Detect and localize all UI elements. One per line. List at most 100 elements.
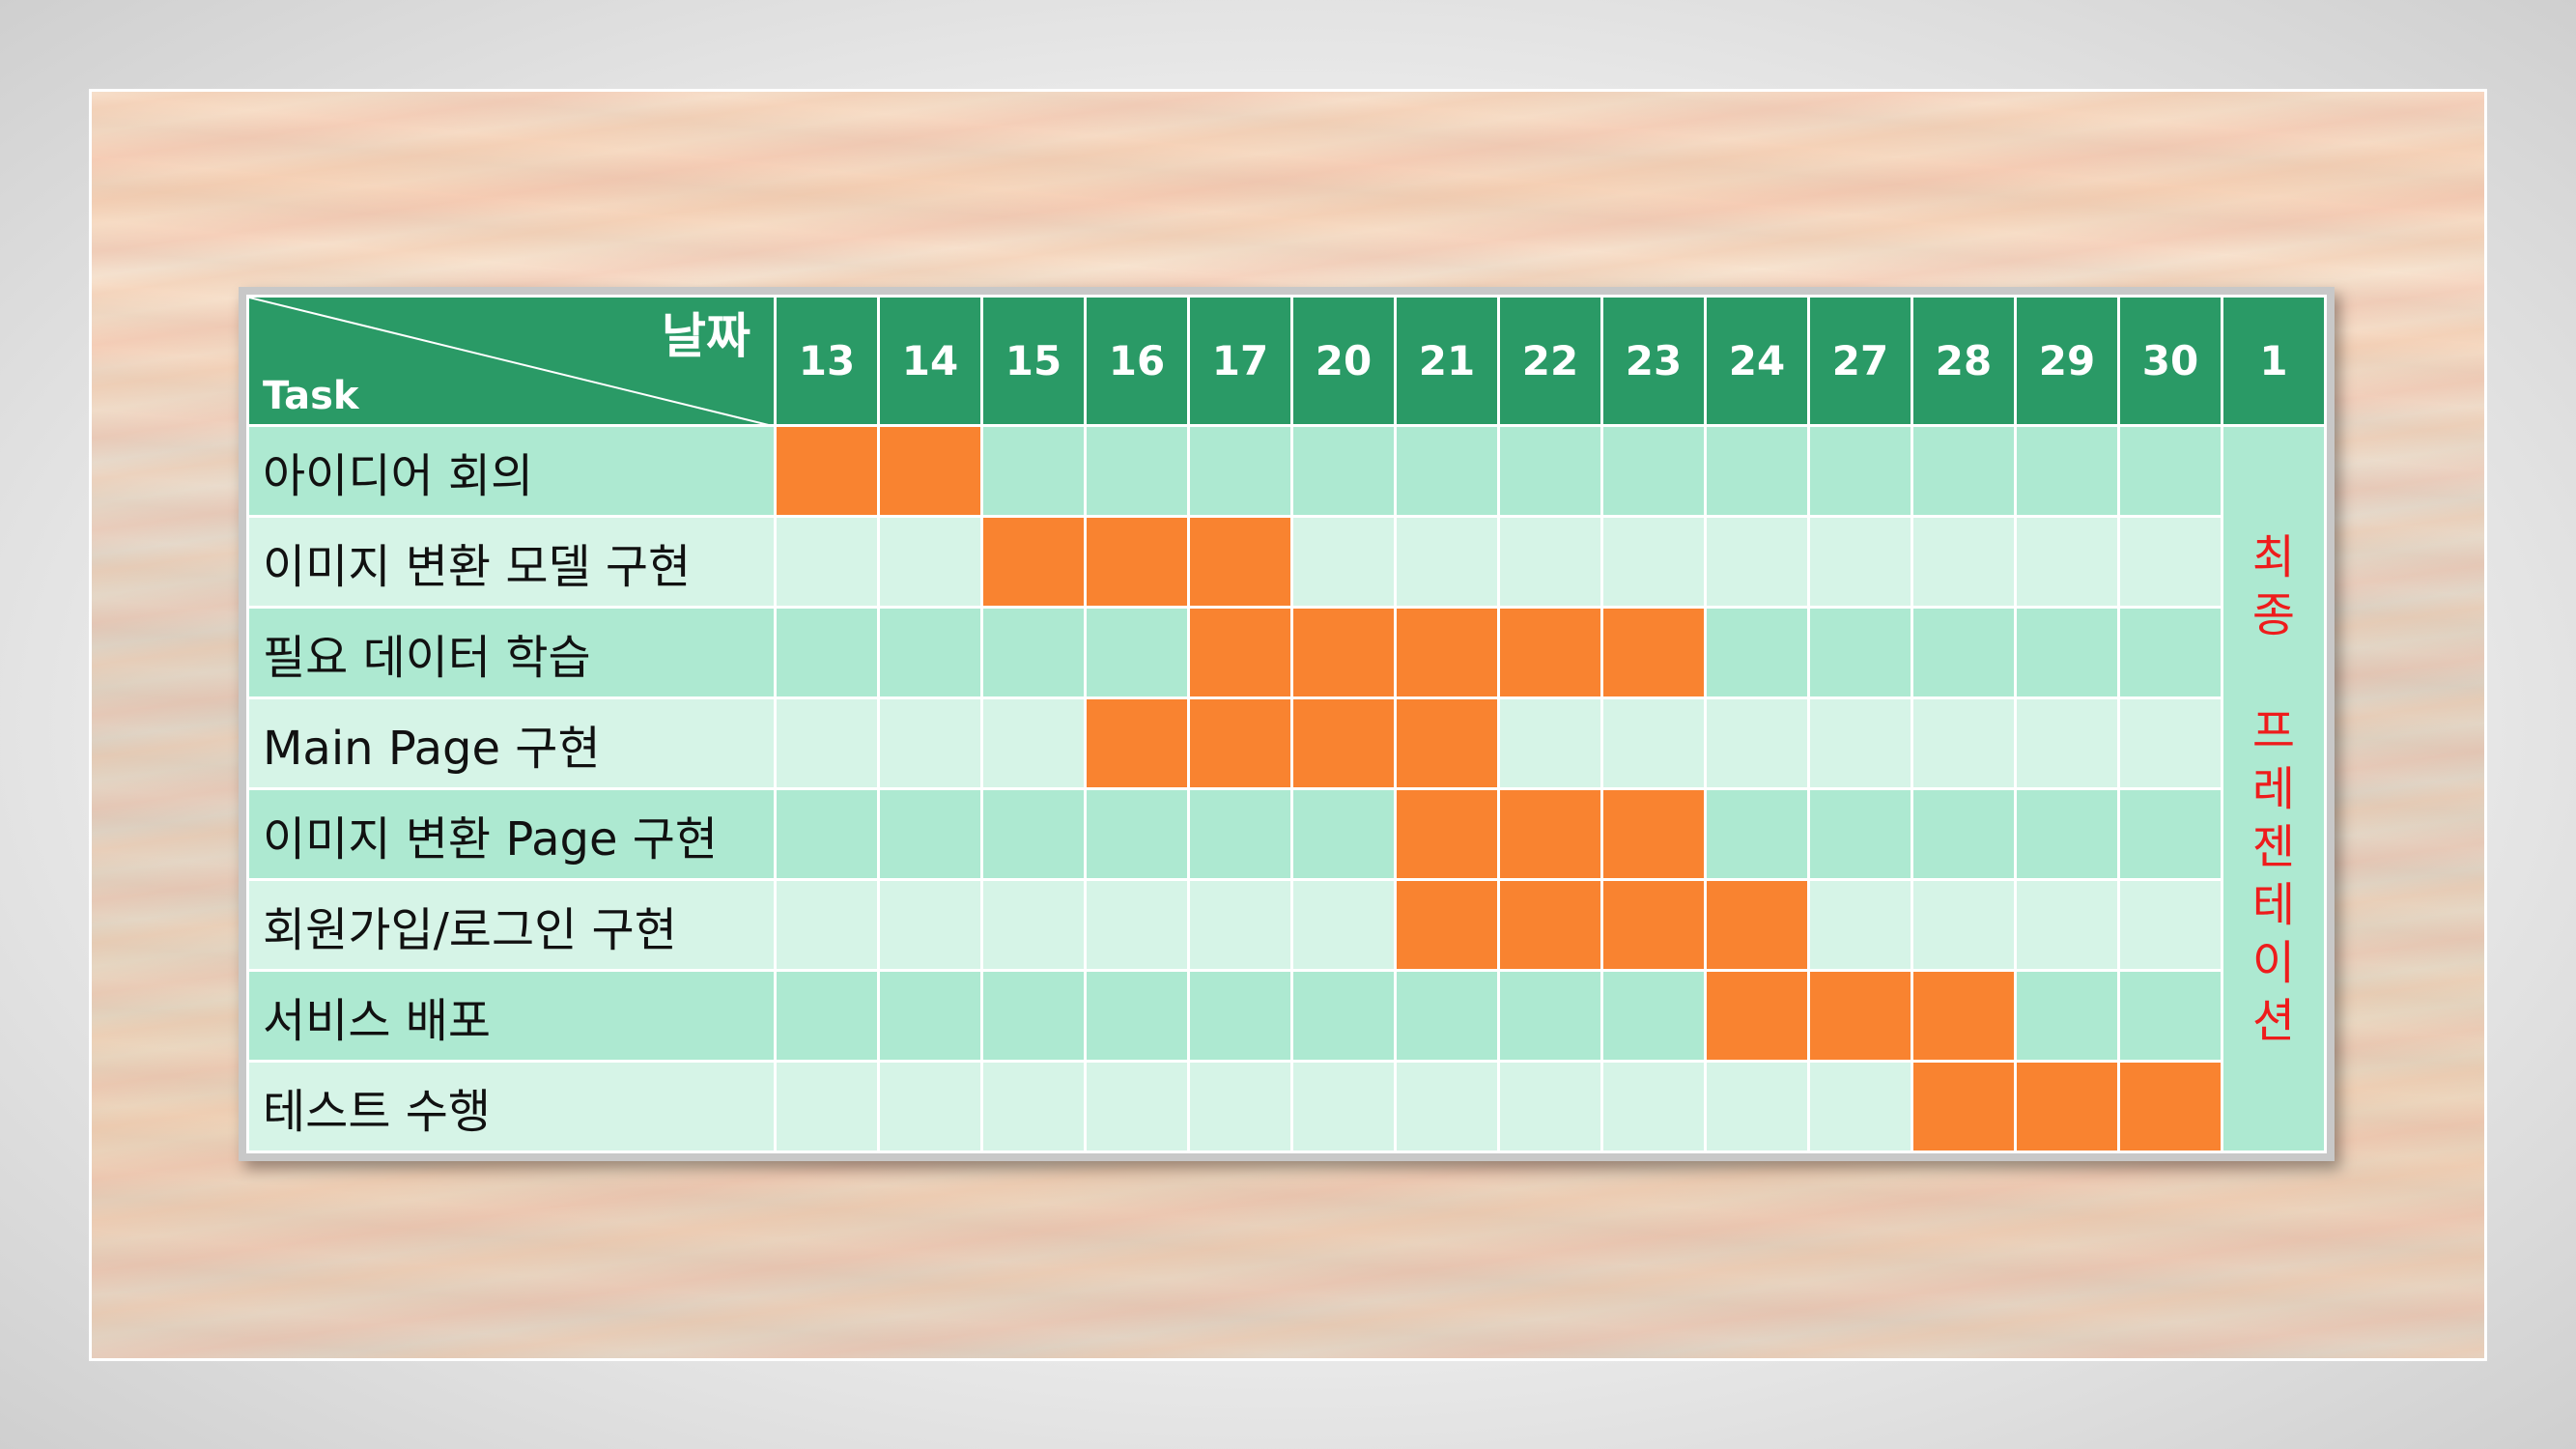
schedule-bar-cell	[1807, 969, 1913, 1063]
schedule-empty-cell	[1807, 515, 1913, 609]
task-row: 이미지 변환 모델 구현	[246, 515, 2326, 609]
schedule-empty-cell	[980, 424, 1087, 518]
final-presentation-cell: 최종 프레젠테이션	[2221, 424, 2327, 1153]
schedule-bar-cell	[1600, 878, 1707, 972]
schedule-empty-cell	[980, 969, 1087, 1063]
schedule-empty-cell	[1084, 878, 1190, 972]
schedule-empty-cell	[1394, 1060, 1500, 1153]
schedule-empty-cell	[1704, 696, 1810, 790]
date-header-30: 30	[2117, 295, 2223, 427]
date-header-17: 17	[1187, 295, 1293, 427]
final-label-line1: 최종	[2251, 529, 2296, 642]
schedule-empty-cell	[2014, 606, 2120, 699]
schedule-empty-cell	[877, 696, 983, 790]
schedule-empty-cell	[877, 1060, 983, 1153]
schedule-empty-cell	[1807, 606, 1913, 699]
schedule-empty-cell	[2014, 969, 2120, 1063]
schedule-empty-cell	[1394, 424, 1500, 518]
schedule-empty-cell	[1084, 787, 1190, 881]
schedule-empty-cell	[774, 515, 880, 609]
schedule-empty-cell	[877, 969, 983, 1063]
task-row: 테스트 수행	[246, 1060, 2326, 1153]
schedule-empty-cell	[1600, 1060, 1707, 1153]
schedule-bar-cell	[1394, 606, 1500, 699]
schedule-empty-cell	[2117, 787, 2223, 881]
schedule-empty-cell	[1807, 1060, 1913, 1153]
schedule-empty-cell	[1807, 696, 1913, 790]
schedule-empty-cell	[877, 606, 983, 699]
schedule-empty-cell	[877, 515, 983, 609]
schedule-empty-cell	[877, 787, 983, 881]
schedule-empty-cell	[774, 878, 880, 972]
schedule-empty-cell	[1704, 606, 1810, 699]
schedule-empty-cell	[980, 787, 1087, 881]
schedule-empty-cell	[1187, 1060, 1293, 1153]
schedule-bar-cell	[980, 515, 1087, 609]
corner-diagonal	[249, 298, 777, 427]
date-header-28: 28	[1911, 295, 2017, 427]
date-axis-label: 날짜	[662, 308, 750, 364]
task-name: Main Page 구현	[246, 696, 777, 790]
schedule-empty-cell	[980, 606, 1087, 699]
schedule-empty-cell	[1911, 515, 2017, 609]
date-header-15: 15	[980, 295, 1087, 427]
schedule-empty-cell	[1704, 515, 1810, 609]
schedule-empty-cell	[2117, 424, 2223, 518]
task-row: 필요 데이터 학습	[246, 606, 2326, 699]
schedule-bar-cell	[1394, 696, 1500, 790]
schedule-empty-cell	[1084, 969, 1190, 1063]
schedule-empty-cell	[1084, 606, 1190, 699]
schedule-bar-cell	[877, 424, 983, 518]
schedule-bar-cell	[1394, 878, 1500, 972]
schedule-empty-cell	[1704, 1060, 1810, 1153]
schedule-empty-cell	[1497, 696, 1603, 790]
schedule-empty-cell	[2117, 878, 2223, 972]
schedule-empty-cell	[2014, 515, 2120, 609]
schedule-empty-cell	[1290, 787, 1397, 881]
schedule-bar-cell	[1911, 1060, 2017, 1153]
schedule-empty-cell	[1807, 787, 1913, 881]
schedule-bar-cell	[1497, 606, 1603, 699]
task-name: 필요 데이터 학습	[246, 606, 777, 699]
schedule-bar-cell	[1600, 606, 1707, 699]
date-header-22: 22	[1497, 295, 1603, 427]
gantt-body: 아이디어 회의 최종 프레젠테이션 이미지 변환 모델 구현 필요 데이터 학습 Main…	[246, 424, 2327, 1153]
task-name: 서비스 배포	[246, 969, 777, 1063]
schedule-bar-cell	[1084, 515, 1190, 609]
schedule-bar-cell	[774, 424, 880, 518]
date-header-14: 14	[877, 295, 983, 427]
schedule-empty-cell	[1704, 424, 1810, 518]
task-name: 회원가입/로그인 구현	[246, 878, 777, 972]
schedule-bar-cell	[1290, 606, 1397, 699]
task-row: 아이디어 회의 최종 프레젠테이션	[246, 424, 2327, 1153]
schedule-empty-cell	[2117, 515, 2223, 609]
date-header-27: 27	[1807, 295, 1913, 427]
schedule-empty-cell	[1290, 515, 1397, 609]
date-header-23: 23	[1600, 295, 1707, 427]
schedule-bar-cell	[1704, 878, 1810, 972]
schedule-empty-cell	[1704, 787, 1810, 881]
schedule-empty-cell	[1290, 424, 1397, 518]
schedule-bar-cell	[1187, 696, 1293, 790]
schedule-empty-cell	[1497, 1060, 1603, 1153]
schedule-bar-cell	[1187, 606, 1293, 699]
schedule-empty-cell	[1187, 969, 1293, 1063]
task-axis-label: Task	[263, 374, 359, 418]
schedule-empty-cell	[1497, 969, 1603, 1063]
schedule-empty-cell	[2014, 787, 2120, 881]
schedule-empty-cell	[1187, 787, 1293, 881]
schedule-empty-cell	[774, 787, 880, 881]
schedule-empty-cell	[1394, 969, 1500, 1063]
schedule-bar-cell	[1911, 969, 2017, 1063]
schedule-empty-cell	[774, 696, 880, 790]
schedule-empty-cell	[1807, 878, 1913, 972]
schedule-bar-cell	[1497, 787, 1603, 881]
schedule-empty-cell	[774, 606, 880, 699]
schedule-empty-cell	[1290, 1060, 1397, 1153]
task-row: 서비스 배포	[246, 969, 2326, 1063]
header-row: 날짜 Task 13 14 15 16 17 20 21 22 23 24 27 28 29 30 1	[246, 295, 2327, 427]
schedule-empty-cell	[774, 969, 880, 1063]
task-name: 아이디어 회의	[246, 424, 777, 518]
schedule-empty-cell	[2117, 696, 2223, 790]
schedule-empty-cell	[1084, 424, 1190, 518]
